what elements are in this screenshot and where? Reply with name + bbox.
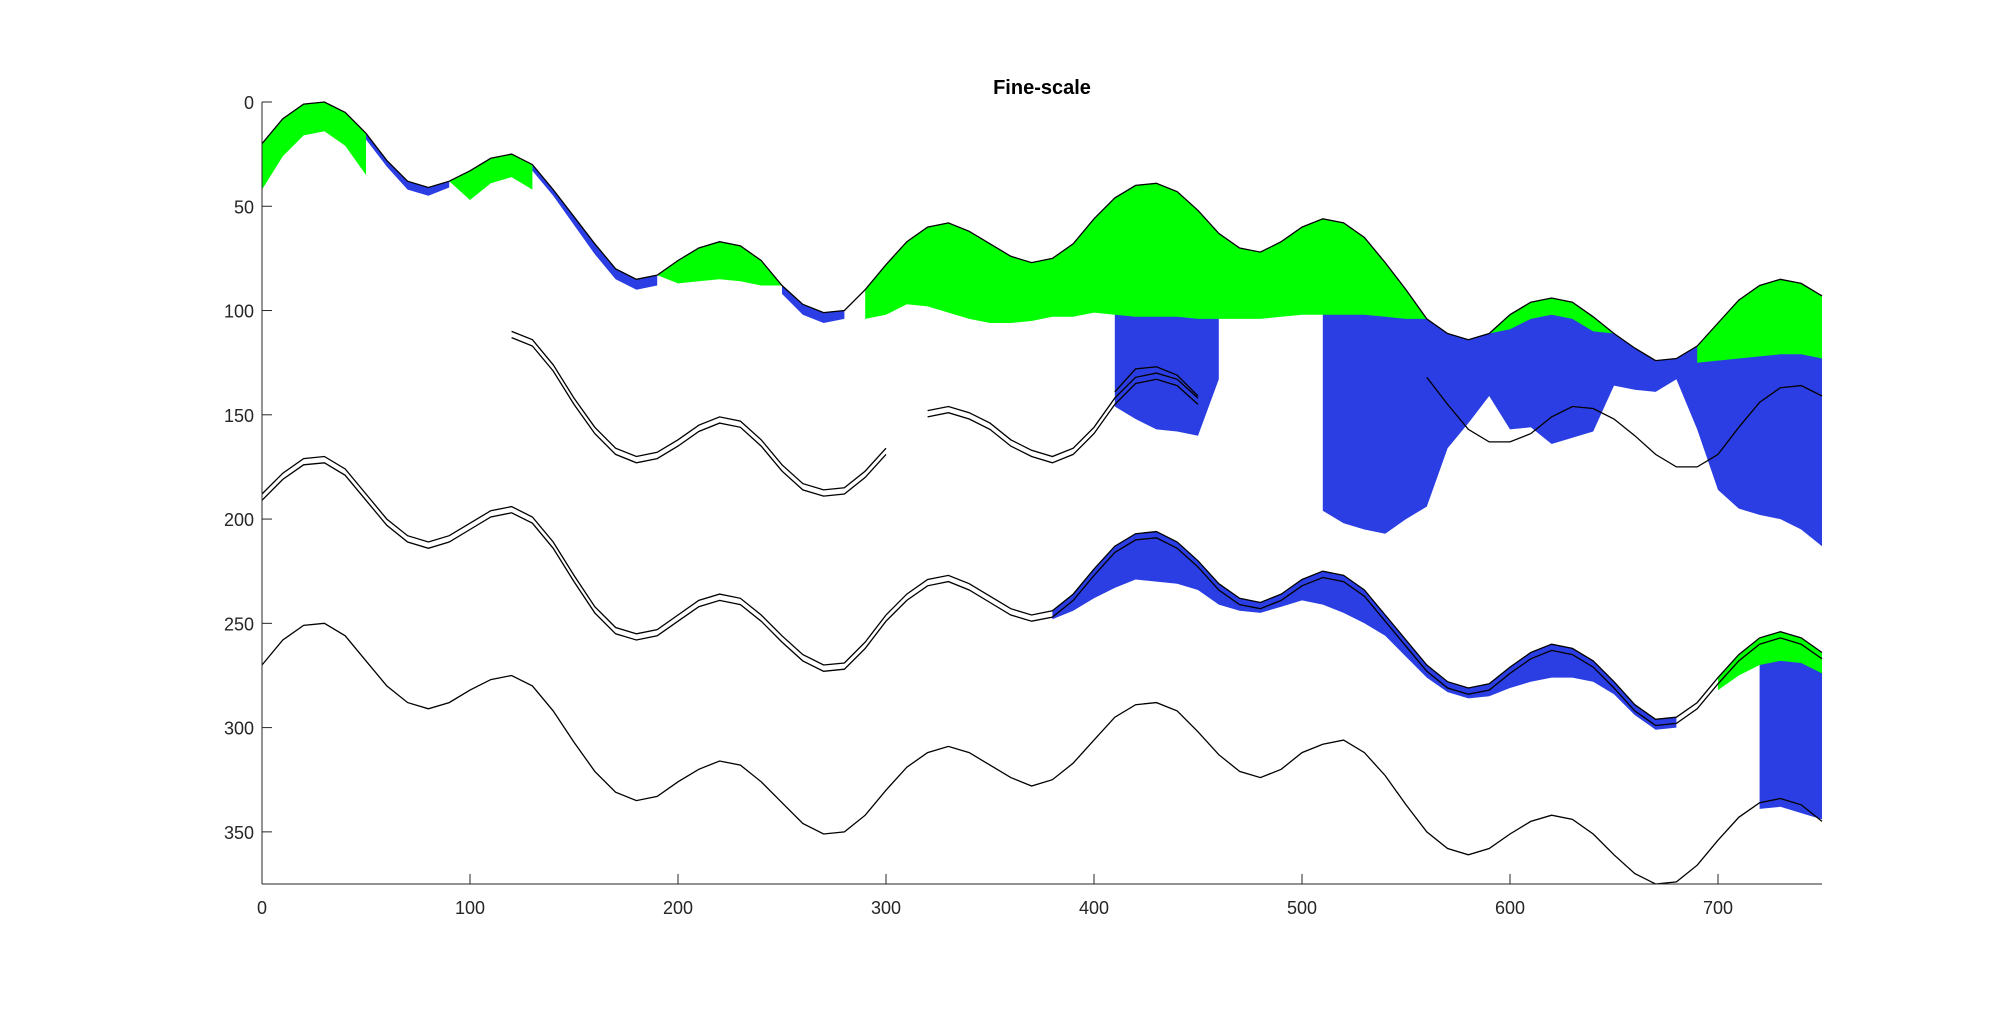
horizon-line-lower (927, 378, 1199, 464)
y-tick-label: 300 (224, 719, 254, 739)
y-tick-label: 350 (224, 823, 254, 843)
green-fill-region (449, 154, 533, 200)
blue-fill-region (1322, 218, 1822, 547)
x-tick-label: 600 (1495, 898, 1525, 918)
x-tick-label: 300 (871, 898, 901, 918)
y-tick-label: 250 (224, 614, 254, 634)
plot-area (261, 101, 1823, 885)
blue-fill-region (1759, 631, 1822, 820)
horizon-line (261, 101, 1823, 362)
blue-fill-region (1052, 531, 1677, 730)
y-tick-label: 100 (224, 302, 254, 322)
horizon-line (927, 372, 1199, 458)
green-fill-region (262, 102, 366, 190)
green-fill-region (657, 241, 782, 286)
x-tick-label: 400 (1079, 898, 1109, 918)
green-fill-region (1697, 279, 1822, 363)
blue-fill-region (782, 285, 845, 323)
y-tick-label: 200 (224, 510, 254, 530)
x-tick-label: 500 (1287, 898, 1317, 918)
horizon-line (261, 455, 1823, 720)
axes: 0 100 200 300 400 500 600 700 0 50 100 150 200 250 300… (224, 93, 1822, 918)
y-tick-label: 150 (224, 406, 254, 426)
horizon-line-lower (261, 462, 1823, 727)
blue-fill-region (532, 164, 658, 290)
green-fill-region (1718, 631, 1822, 691)
x-tick-label: 0 (257, 898, 267, 918)
horizon-line (511, 330, 887, 491)
x-tick-label: 100 (455, 898, 485, 918)
horizon-line-lower (1426, 376, 1823, 468)
horizon-line-lower (511, 336, 887, 497)
y-tick-label: 0 (244, 93, 254, 113)
horizon-line-lower (1114, 366, 1199, 397)
chart-title: Fine-scale (993, 77, 1091, 99)
green-fill-region (865, 183, 1427, 323)
x-tick-label: 700 (1703, 898, 1733, 918)
x-tick-label: 200 (663, 898, 693, 918)
horizon-line (261, 622, 1823, 885)
y-tick-label: 50 (234, 197, 254, 217)
green-fill-region (1489, 298, 1614, 334)
blue-fill-region (366, 133, 450, 196)
